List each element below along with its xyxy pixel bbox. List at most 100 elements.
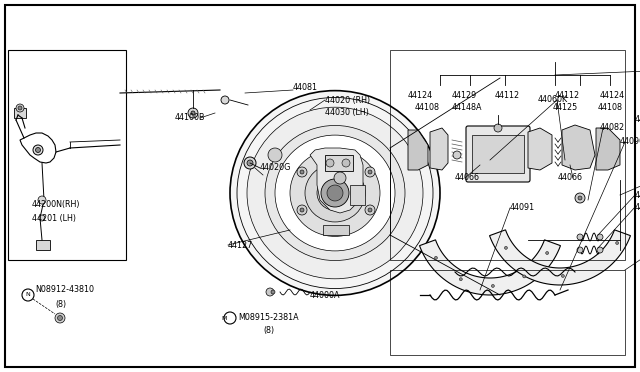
Bar <box>325 155 353 171</box>
Ellipse shape <box>317 176 353 211</box>
Circle shape <box>221 96 229 104</box>
Circle shape <box>300 170 304 174</box>
Circle shape <box>504 246 508 249</box>
Bar <box>350 185 365 205</box>
Text: 44112: 44112 <box>555 90 580 99</box>
Circle shape <box>244 157 256 169</box>
Text: M08915-2381A: M08915-2381A <box>238 314 299 323</box>
Text: 44090: 44090 <box>620 138 640 147</box>
Circle shape <box>266 288 274 296</box>
Circle shape <box>300 208 304 212</box>
Circle shape <box>368 170 372 174</box>
Circle shape <box>297 167 307 177</box>
Text: 44124: 44124 <box>600 90 625 99</box>
Polygon shape <box>562 125 595 170</box>
Circle shape <box>327 185 343 201</box>
Circle shape <box>460 278 462 281</box>
Circle shape <box>188 108 198 118</box>
Polygon shape <box>310 148 363 213</box>
Bar <box>14 108 26 118</box>
Text: N08912-43810: N08912-43810 <box>35 285 94 295</box>
Polygon shape <box>420 240 561 295</box>
Circle shape <box>342 159 350 167</box>
Circle shape <box>35 148 40 153</box>
Circle shape <box>191 111 195 115</box>
Text: 44091: 44091 <box>510 203 535 212</box>
Circle shape <box>334 172 346 184</box>
Bar <box>472 135 524 173</box>
Text: 44081: 44081 <box>293 83 318 93</box>
Circle shape <box>523 275 525 278</box>
Ellipse shape <box>290 150 380 237</box>
Text: 44020G: 44020G <box>260 164 291 173</box>
FancyBboxPatch shape <box>466 126 530 182</box>
Circle shape <box>268 148 282 162</box>
Circle shape <box>453 151 461 159</box>
Polygon shape <box>596 128 620 170</box>
Text: 44125: 44125 <box>553 103 579 112</box>
Circle shape <box>435 256 437 259</box>
Ellipse shape <box>265 125 405 260</box>
Polygon shape <box>408 130 428 170</box>
Text: 44108: 44108 <box>598 103 623 112</box>
Circle shape <box>561 275 564 278</box>
Polygon shape <box>528 128 552 170</box>
Text: 44100B: 44100B <box>175 113 205 122</box>
Ellipse shape <box>247 107 423 279</box>
Text: 44127: 44127 <box>228 241 253 250</box>
Text: 44020 (RH): 44020 (RH) <box>325 96 370 105</box>
Polygon shape <box>430 128 448 170</box>
Text: 44084: 44084 <box>635 203 640 212</box>
Text: 44060K: 44060K <box>538 96 568 105</box>
Bar <box>390 50 625 260</box>
Circle shape <box>321 179 349 207</box>
Circle shape <box>616 241 619 244</box>
Circle shape <box>577 234 583 240</box>
Circle shape <box>326 159 334 167</box>
Bar <box>390 270 625 355</box>
Circle shape <box>58 315 63 321</box>
Text: 44200N(RH): 44200N(RH) <box>32 201 81 209</box>
Bar <box>333 190 347 196</box>
Text: 44083: 44083 <box>635 190 640 199</box>
Ellipse shape <box>230 91 440 295</box>
Circle shape <box>365 205 375 215</box>
Circle shape <box>577 247 583 253</box>
Circle shape <box>297 205 307 215</box>
Circle shape <box>494 124 502 132</box>
Text: 44066: 44066 <box>455 173 480 183</box>
Bar <box>8 50 126 260</box>
Text: 44100K: 44100K <box>635 115 640 125</box>
Text: 44148A: 44148A <box>452 103 483 112</box>
Text: (8): (8) <box>55 301 66 310</box>
Circle shape <box>597 234 603 240</box>
Circle shape <box>365 167 375 177</box>
Circle shape <box>38 196 46 204</box>
Text: 44201 (LH): 44201 (LH) <box>32 214 76 222</box>
Text: 44030 (LH): 44030 (LH) <box>325 109 369 118</box>
Text: 44129: 44129 <box>452 90 477 99</box>
Circle shape <box>271 290 275 294</box>
Text: (8): (8) <box>263 327 274 336</box>
Text: 44082: 44082 <box>600 124 625 132</box>
Text: 44108: 44108 <box>415 103 440 112</box>
Text: 44124: 44124 <box>408 90 433 99</box>
Circle shape <box>55 313 65 323</box>
Circle shape <box>597 247 603 253</box>
Circle shape <box>18 106 22 110</box>
Circle shape <box>578 196 582 200</box>
Text: 44000A: 44000A <box>310 291 340 299</box>
Circle shape <box>16 104 24 112</box>
Circle shape <box>368 208 372 212</box>
Polygon shape <box>490 230 630 285</box>
Circle shape <box>575 193 585 203</box>
Circle shape <box>546 251 548 254</box>
Text: 44066: 44066 <box>558 173 583 183</box>
Circle shape <box>39 215 45 221</box>
Bar <box>36 240 50 250</box>
Ellipse shape <box>275 135 395 251</box>
Circle shape <box>492 285 494 288</box>
Circle shape <box>247 160 253 166</box>
Text: 44112: 44112 <box>495 90 520 99</box>
Circle shape <box>33 145 43 155</box>
